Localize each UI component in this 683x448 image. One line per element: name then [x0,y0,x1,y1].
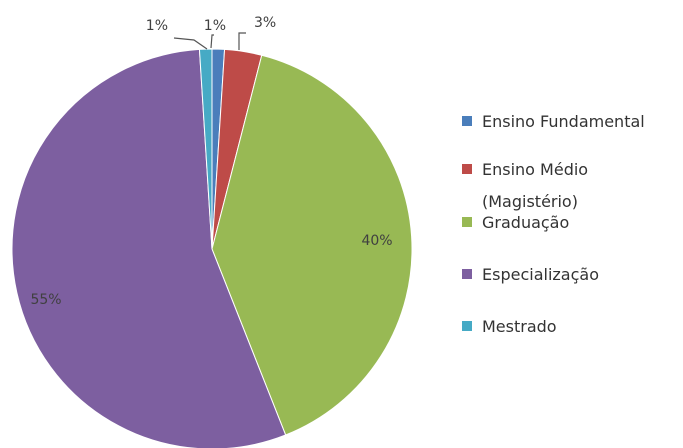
legend-item-ensino-medio: Ensino Médio (Magistério) [462,160,588,211]
pie-slice-especializacao [11,48,287,448]
data-labels: 1% 3% 40% 55% 1% [30,15,392,308]
leader-line-ensino-fundamental [210,34,214,49]
data-label-ensino-fundamental: 1% [204,18,226,34]
legend-label-mestrado: Mestrado [482,317,557,336]
leader-line-mestrado [173,37,208,50]
legend-label-graduacao: Graduação [482,213,569,232]
legend-item-especializacao: Especialização [462,265,599,284]
legend-swatch-especializacao [462,269,472,279]
pie-slices [11,48,413,448]
data-label-ensino-medio: 3% [254,15,276,31]
leader-lines [173,32,246,50]
legend-item-ensino-fundamental: Ensino Fundamental [462,112,645,131]
pie-slice-mestrado [198,48,213,250]
legend-item-mestrado: Mestrado [462,317,557,336]
legend-swatch-ensino-fundamental [462,116,472,126]
legend-label-ensino-fundamental: Ensino Fundamental [482,112,645,131]
data-label-especializacao: 55% [30,292,61,308]
data-label-graduacao: 40% [361,233,392,249]
legend-label-ensino-medio-line-1: Ensino Médio [482,160,588,179]
leader-line-ensino-medio [238,32,246,50]
pie-slice-graduacao [211,54,413,436]
legend: Ensino Fundamental Ensino Médio (Magistéri… [462,112,645,336]
data-label-mestrado: 1% [146,18,168,34]
legend-swatch-ensino-medio [462,164,472,174]
legend-label-ensino-medio-line-2: (Magistério) [482,192,578,211]
legend-swatch-graduacao [462,217,472,227]
legend-label-especializacao: Especialização [482,265,599,284]
legend-swatch-mestrado [462,321,472,331]
legend-item-graduacao: Graduação [462,213,569,232]
